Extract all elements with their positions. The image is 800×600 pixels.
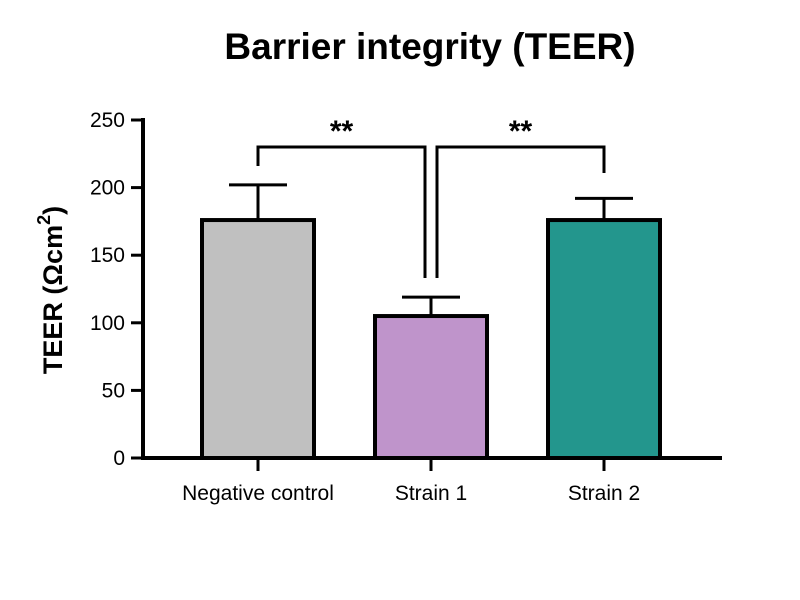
- y-tick-label: 0: [113, 447, 125, 470]
- bar: [200, 218, 316, 460]
- x-category-label: Negative control: [182, 482, 334, 505]
- significance-bracket: [435, 145, 606, 278]
- significance-label: **: [330, 115, 354, 148]
- y-tick-label: 150: [90, 244, 125, 267]
- bar: [373, 314, 489, 461]
- x-category-label: Strain 1: [395, 482, 467, 505]
- y-tick-label: 250: [90, 109, 125, 132]
- y-axis-title: TEER (Ωcm2): [34, 206, 68, 374]
- y-axis-ticks: 0 50 100 150 200 250: [90, 109, 143, 470]
- bar: [546, 218, 662, 460]
- significance-bracket: [256, 145, 427, 278]
- y-tick-label: 200: [90, 177, 125, 200]
- x-category-label: Strain 2: [568, 482, 640, 505]
- y-tick-label: 100: [90, 312, 125, 335]
- significance-label: **: [509, 115, 533, 148]
- significance-brackets: ** **: [256, 115, 606, 278]
- y-axis-title-superscript: 2: [34, 215, 54, 225]
- y-axis-title-main: TEER (Ωcm: [38, 225, 68, 374]
- chart-title: Barrier integrity (TEER): [224, 26, 636, 67]
- y-tick-label: 50: [102, 379, 125, 402]
- x-axis-ticks: Negative control Strain 1 Strain 2: [182, 458, 640, 505]
- y-axis-title-close: ): [38, 206, 68, 215]
- bars: [200, 183, 662, 461]
